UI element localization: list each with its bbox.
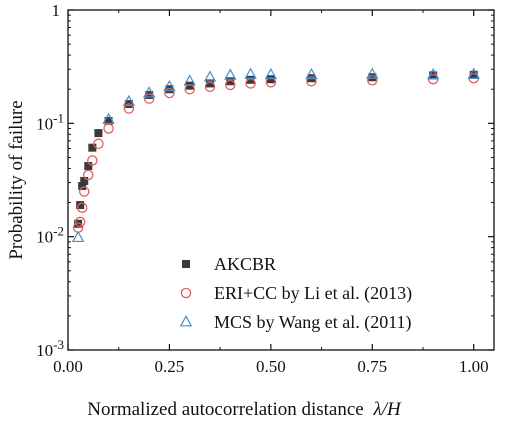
data-point [306,76,317,87]
data-point [244,67,257,79]
series-filled-square [74,70,478,228]
data-point [427,73,439,85]
data-point [143,93,155,104]
data-point [76,202,88,213]
x-axis-title: Normalized autocorrelation distance λ/H [87,399,402,420]
x-tick-label: 0.50 [256,357,286,376]
y-axis: 1 10-1 10-2 10-3 [36,1,494,360]
data-point [104,116,113,125]
data-point [142,86,156,98]
data-point [183,74,196,86]
data-point [74,219,83,228]
data-point [206,79,214,88]
data-point [265,77,277,88]
data-point [367,74,378,86]
plot-border [67,9,495,351]
x-axis: 0.00 0.25 0.50 0.75 1.00 [53,10,489,376]
y-axis-title: Probability of failure [6,100,27,259]
x-tick-label: 0.00 [53,357,83,376]
legend-label: ERI+CC by Li et al. (2013) [214,283,412,304]
data-point [368,73,377,82]
x-tick-label: 1.00 [459,357,489,376]
series-open-circle [72,72,479,233]
data-point [366,67,379,79]
series-layer [71,67,480,243]
y-tick-label: 10-2 [36,224,64,247]
data-point [164,87,175,99]
y-tick-label: 10-3 [36,337,64,360]
x-axis-title-symbol: λ/H [372,399,402,420]
data-point [163,79,176,92]
data-point [165,85,174,94]
data-point [83,169,94,181]
data-point [87,155,98,166]
data-point [71,230,85,243]
y-tick-label: 1 [52,1,61,20]
data-point [122,94,136,107]
legend-label: MCS by Wang et al. (2011) [214,312,412,333]
x-axis-title-text: Normalized autocorrelation distance [87,399,363,420]
x-tick-label: 0.75 [357,357,387,376]
legend-marker [180,287,192,299]
legend-marker [179,315,193,327]
legend: AKCBR ERI+CC by Li et al. (2013) MCS by Wa… [179,254,412,333]
data-point [76,201,85,210]
data-point [429,71,438,80]
data-point [78,181,87,190]
legend-label: AKCBR [214,254,276,274]
data-point [74,216,86,228]
data-point [305,67,318,80]
data-point [266,75,275,84]
data-point [88,143,97,152]
data-point [226,77,235,86]
data-point [103,123,114,134]
plot-frame [67,9,495,351]
data-point [123,103,135,114]
data-point [225,79,236,91]
data-point [246,75,255,84]
data-point [469,70,478,79]
data-point [426,67,440,80]
data-point [204,81,216,93]
data-point [93,138,104,150]
data-point [203,70,217,82]
data-point [224,68,237,80]
legend-marker [182,260,190,268]
series-open-triangle [71,67,480,243]
data-point [94,129,103,138]
data-point [78,186,90,197]
data-point [264,67,278,80]
data-point [467,67,480,79]
data-point [102,112,115,124]
data-point [84,162,93,171]
data-point [145,90,154,99]
y-tick-label: 10-1 [36,110,64,133]
x-tick-label: 0.25 [155,357,185,376]
data-point [80,176,89,185]
